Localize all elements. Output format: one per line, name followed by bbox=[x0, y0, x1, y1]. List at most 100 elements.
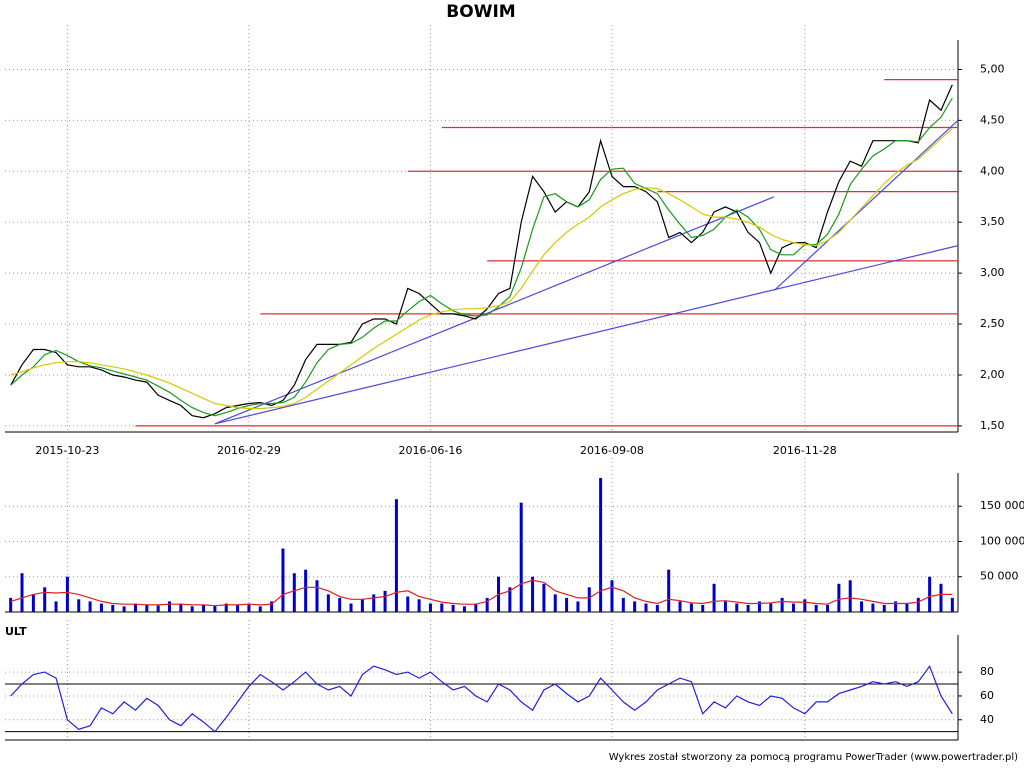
volume-bar bbox=[451, 604, 455, 612]
volume-bar bbox=[428, 603, 432, 612]
volume-bar bbox=[837, 583, 841, 612]
footer: Wykres został stworzony za pomocą progra… bbox=[609, 752, 1018, 763]
trend-line bbox=[214, 245, 959, 425]
volume-bar bbox=[928, 576, 932, 612]
volume-bar bbox=[826, 604, 830, 612]
volume-bar bbox=[950, 597, 954, 612]
volume-bar bbox=[77, 599, 81, 612]
series-line bbox=[10, 664, 953, 733]
y-tick-label: 2,00 bbox=[980, 368, 1005, 381]
volume-bar bbox=[474, 603, 478, 612]
volume-bar bbox=[383, 590, 387, 612]
y-tick-label: 3,50 bbox=[980, 215, 1005, 228]
volume-bar bbox=[168, 601, 172, 612]
volume-bar bbox=[315, 580, 319, 612]
volume-bar bbox=[655, 604, 659, 612]
volume-bar bbox=[894, 601, 898, 612]
volume-bar bbox=[31, 594, 35, 612]
x-tick-label: 2015-10-23 bbox=[35, 444, 99, 457]
y-tick-label: 80 bbox=[980, 665, 994, 678]
volume-bar bbox=[133, 603, 137, 612]
volume-bar bbox=[224, 603, 228, 612]
volume-bar bbox=[757, 601, 761, 612]
volume-bar bbox=[644, 603, 648, 612]
volume-bar bbox=[860, 601, 864, 612]
volume-bar bbox=[338, 597, 342, 612]
volume-bar bbox=[553, 594, 557, 612]
volume-bar bbox=[485, 597, 489, 612]
series-line bbox=[10, 84, 953, 419]
series-line bbox=[10, 97, 953, 417]
volume-bar bbox=[258, 606, 262, 612]
volume-bar bbox=[394, 499, 398, 612]
volume-bar bbox=[587, 587, 591, 612]
x-tick-label: 2016-09-08 bbox=[580, 444, 644, 457]
volume-bar bbox=[202, 604, 206, 612]
volume-bar bbox=[304, 569, 308, 612]
volume-bar bbox=[190, 606, 194, 612]
volume-bar bbox=[417, 599, 421, 612]
volume-bar bbox=[531, 576, 535, 612]
volume-bar bbox=[633, 601, 637, 612]
chart-title: BOWIM bbox=[446, 2, 515, 22]
trend-line bbox=[773, 119, 959, 291]
volume-bar bbox=[610, 580, 614, 612]
volume-bar bbox=[349, 603, 353, 612]
volume-bar bbox=[939, 583, 943, 612]
volume-bar bbox=[88, 601, 92, 612]
series-line bbox=[10, 579, 953, 607]
volume-bar bbox=[769, 603, 773, 612]
volume-bar bbox=[213, 605, 217, 612]
volume-bar bbox=[621, 597, 625, 612]
volume-bar bbox=[99, 603, 103, 612]
y-tick-label: 5,00 bbox=[980, 62, 1005, 75]
volume-bar bbox=[247, 603, 251, 612]
y-tick-label: 40 bbox=[980, 713, 994, 726]
volume-bar bbox=[905, 603, 909, 612]
y-tick-label: 50 000 bbox=[980, 570, 1019, 583]
y-tick-label: 2,50 bbox=[980, 317, 1005, 330]
volume-bar bbox=[122, 606, 126, 612]
volume-bar bbox=[111, 604, 115, 612]
indicator-title: ULT bbox=[5, 625, 27, 638]
y-tick-label: 4,50 bbox=[980, 113, 1005, 126]
volume-bar bbox=[326, 594, 330, 612]
x-tick-label: 2016-11-28 bbox=[773, 444, 837, 457]
volume-bar bbox=[542, 583, 546, 612]
volume-bar bbox=[723, 601, 727, 612]
volume-bar bbox=[281, 548, 285, 612]
volume-bar bbox=[565, 597, 569, 612]
volume-bar bbox=[179, 603, 183, 612]
y-tick-label: 100 000 bbox=[980, 534, 1024, 547]
volume-bar bbox=[406, 596, 410, 612]
volume-bar bbox=[780, 597, 784, 612]
volume-bar bbox=[20, 573, 24, 612]
volume-bar bbox=[701, 604, 705, 612]
volume-bar bbox=[882, 604, 886, 612]
volume-bar bbox=[678, 601, 682, 612]
volume-bar bbox=[156, 605, 160, 612]
volume-bar bbox=[519, 502, 523, 612]
volume-bar bbox=[236, 604, 240, 612]
volume-bar bbox=[508, 587, 512, 612]
volume-bar bbox=[292, 573, 296, 612]
volume-bar bbox=[462, 606, 466, 612]
series-line bbox=[10, 128, 953, 410]
volume-bar bbox=[848, 580, 852, 612]
y-tick-label: 1,50 bbox=[980, 419, 1005, 432]
volume-bar bbox=[712, 583, 716, 612]
y-tick-label: 150 000 bbox=[980, 499, 1024, 512]
volume-bar bbox=[43, 587, 47, 612]
volume-bar bbox=[803, 599, 807, 612]
volume-bar bbox=[871, 603, 875, 612]
volume-bar bbox=[145, 604, 149, 612]
volume-bar bbox=[746, 604, 750, 612]
volume-bar bbox=[65, 576, 69, 612]
volume-bar bbox=[791, 603, 795, 612]
volume-bar bbox=[599, 478, 603, 612]
volume-bar bbox=[360, 599, 364, 612]
y-tick-label: 4,00 bbox=[980, 164, 1005, 177]
x-tick-label: 2016-06-16 bbox=[398, 444, 462, 457]
y-tick-label: 3,00 bbox=[980, 266, 1005, 279]
